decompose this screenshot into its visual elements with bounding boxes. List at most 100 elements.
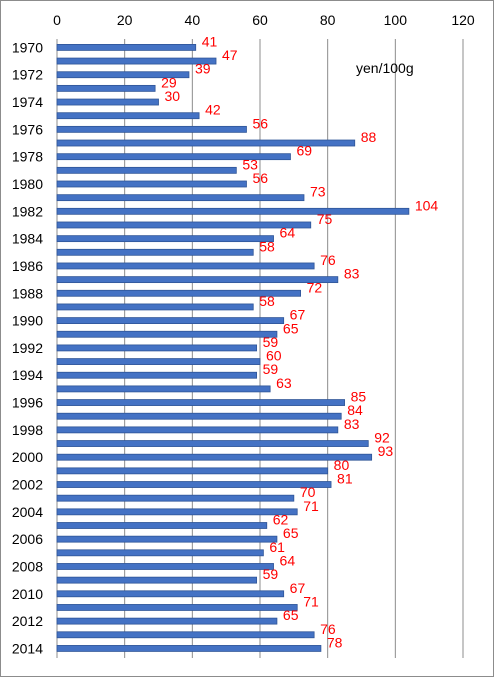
y-tick-label: 1994	[12, 367, 43, 383]
bar	[56, 494, 295, 502]
bar	[56, 166, 237, 174]
y-tick-label: 2010	[12, 586, 43, 602]
bar	[56, 248, 254, 256]
data-label: 71	[303, 593, 319, 609]
data-label: 84	[347, 402, 363, 418]
data-label: 64	[280, 225, 296, 241]
bar	[56, 71, 190, 79]
data-label: 58	[259, 238, 275, 254]
bar	[56, 549, 264, 557]
data-label: 65	[283, 320, 299, 336]
x-tick-label: 40	[185, 12, 201, 28]
bar	[56, 344, 258, 352]
bar	[56, 303, 254, 311]
data-label: 47	[222, 47, 238, 63]
bar	[56, 180, 247, 188]
y-tick-label: 1980	[12, 176, 43, 192]
y-tick-label: 2006	[12, 531, 43, 547]
x-tick-label: 120	[451, 12, 475, 28]
data-label: 42	[205, 102, 221, 118]
data-label: 63	[276, 375, 292, 391]
data-label: 41	[202, 33, 218, 49]
data-label: 71	[303, 498, 319, 514]
data-label: 67	[290, 580, 306, 596]
bar	[56, 385, 271, 393]
bars	[56, 44, 410, 652]
bar	[56, 631, 315, 639]
data-label: 60	[266, 348, 282, 364]
y-tick-label: 1996	[12, 395, 43, 411]
y-tick-label: 1972	[12, 67, 43, 83]
data-label: 85	[351, 389, 367, 405]
data-label: 59	[263, 334, 279, 350]
data-label: 78	[327, 634, 343, 650]
data-label: 75	[317, 211, 333, 227]
data-labels: 4147392930425688695356731047564587683725…	[161, 33, 438, 650]
data-label: 39	[195, 61, 211, 77]
data-label: 88	[361, 129, 377, 145]
data-label: 80	[334, 457, 350, 473]
bar	[56, 590, 285, 598]
bar	[56, 84, 156, 92]
y-tick-label: 2008	[12, 558, 43, 574]
bar	[56, 426, 339, 434]
y-tick-label: 1990	[12, 313, 43, 329]
bar	[56, 412, 342, 420]
data-label: 30	[165, 88, 181, 104]
data-label: 70	[300, 484, 316, 500]
bar	[56, 235, 274, 243]
bar	[56, 139, 356, 147]
bar	[56, 399, 345, 406]
y-tick-label: 2014	[12, 640, 43, 656]
data-label: 83	[344, 266, 360, 282]
bar	[56, 207, 410, 215]
data-label: 56	[252, 115, 268, 131]
bar	[56, 289, 302, 297]
bar	[56, 508, 298, 516]
data-label: 73	[310, 184, 326, 200]
bar	[56, 481, 332, 488]
x-tick-label: 20	[117, 12, 133, 28]
y-tick-label: 1988	[12, 285, 43, 301]
x-tick-label: 80	[320, 12, 336, 28]
y-tick-label: 1978	[12, 149, 43, 165]
bar	[56, 194, 305, 202]
y-axis-ticks: 1970 1972 1974 1976 1978 1980 1982 1984 1986 1988…	[12, 39, 43, 656]
data-label: 76	[320, 621, 336, 637]
data-label: 56	[252, 170, 268, 186]
bar	[56, 576, 258, 584]
y-tick-label: 2002	[12, 477, 43, 493]
bar	[56, 112, 200, 120]
x-tick-label: 60	[252, 12, 268, 28]
data-label: 62	[273, 512, 289, 528]
bar	[56, 125, 247, 133]
y-tick-label: 2012	[12, 613, 43, 629]
y-tick-label: 1998	[12, 422, 43, 438]
data-label: 83	[344, 416, 360, 432]
data-label: 53	[242, 156, 258, 172]
data-label: 59	[263, 566, 279, 582]
data-label: 58	[259, 293, 275, 309]
bar	[56, 262, 315, 270]
data-label: 76	[320, 252, 336, 268]
bar	[56, 153, 291, 161]
data-label: 92	[374, 430, 390, 446]
unit-label: yen/100g	[356, 60, 414, 76]
bar	[56, 221, 312, 229]
data-label: 93	[378, 443, 394, 459]
y-tick-label: 2000	[12, 449, 43, 465]
bar	[56, 522, 268, 529]
y-tick-label: 1992	[12, 340, 43, 356]
data-label: 69	[296, 143, 312, 159]
bar	[56, 535, 278, 543]
bar	[56, 563, 274, 570]
bar	[56, 330, 278, 338]
bar	[56, 371, 258, 379]
data-label: 59	[263, 361, 279, 377]
bar	[56, 317, 285, 325]
data-label: 64	[280, 552, 296, 568]
bar	[56, 358, 261, 365]
data-label: 72	[307, 279, 323, 295]
